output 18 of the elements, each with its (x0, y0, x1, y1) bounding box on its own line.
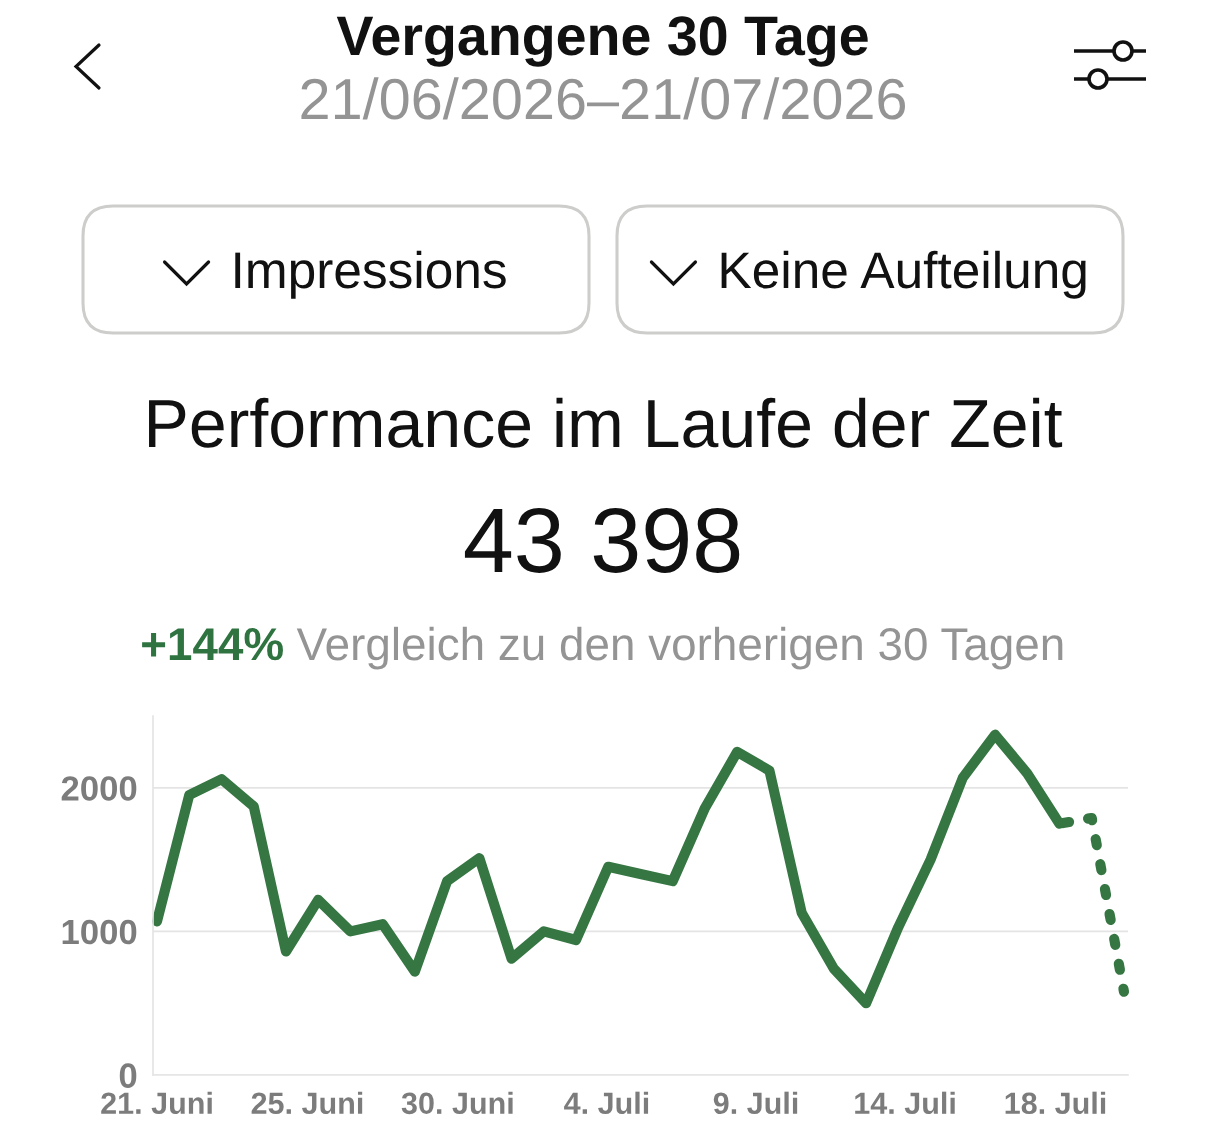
x-tick-label: 4. Juli (564, 1091, 649, 1115)
text: Vergangene 30 Tage (336, 16, 868, 67)
x-tick-label: 25. Juni (251, 1091, 363, 1115)
text: +144% (142, 628, 283, 661)
x-tick-label: 21. Juni (101, 1091, 212, 1115)
x-tick-label: 14. Juli (855, 1091, 955, 1115)
x-tick-label: 30. Juni (401, 1091, 513, 1115)
y-tick-label: 0 (119, 1063, 137, 1088)
chart-title: Performance im Laufe der Zeit (149, 397, 1063, 448)
text: Impressions (235, 250, 506, 299)
x-tick-label: 18. Juli (1005, 1091, 1106, 1115)
text: Vergleich zu den vorherigen 30 Tagen (296, 626, 1063, 670)
x-tick-label: 9. Juli (713, 1091, 798, 1115)
y-tick-label: 1000 (62, 919, 137, 945)
text: 21/06/2026–21/07/2026 (301, 77, 905, 120)
y-tick-label: 2000 (61, 776, 137, 801)
text: Keine Aufteilung (721, 250, 1086, 299)
chart-subtitle: 43 398 (464, 507, 740, 573)
